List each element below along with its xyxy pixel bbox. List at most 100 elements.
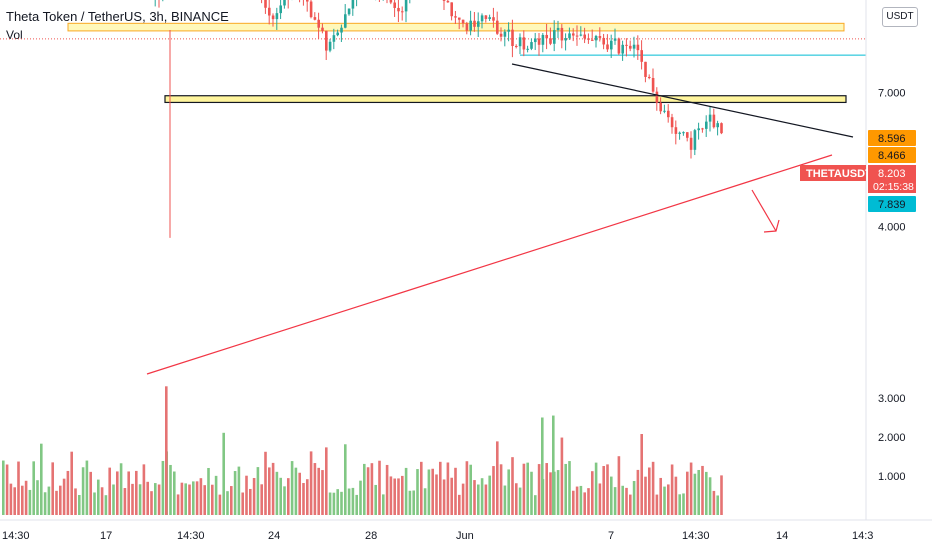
price-badge-8466-bg (868, 147, 916, 163)
candle-body (644, 61, 647, 77)
volume-bar (625, 487, 628, 515)
candle-body (492, 17, 495, 21)
volume-bar (142, 464, 146, 515)
volume-bar (81, 467, 85, 515)
candle-body (340, 27, 343, 33)
candle-body (351, 0, 355, 9)
volume-tick-label: 2.000 (878, 432, 906, 444)
volume-bar (203, 485, 206, 515)
candle-body (279, 5, 282, 14)
volume-bar (290, 461, 294, 515)
candle-body (602, 37, 605, 45)
volume-bar (401, 475, 404, 515)
volume-bar (446, 462, 450, 515)
volume-bar (298, 472, 301, 515)
candle-body (613, 38, 617, 41)
candle-body (526, 48, 529, 50)
price-badge-8596: 8.596 (878, 133, 906, 145)
candle-body (572, 33, 575, 36)
volume-bar (629, 494, 632, 515)
volume-bar (36, 480, 39, 515)
volume-bar (173, 471, 176, 515)
trendlines-layer (146, 63, 854, 375)
candle-body (670, 117, 674, 128)
time-tick-label: 14:30 (177, 530, 205, 542)
volume-bar (325, 447, 328, 515)
volume-bar (135, 470, 138, 515)
volume-bar (613, 487, 617, 515)
volume-bar (473, 480, 476, 515)
volume-bar (385, 464, 389, 515)
volume-bar (404, 467, 408, 515)
candle-body (560, 27, 564, 41)
candle-body (499, 33, 503, 37)
volume-bar (568, 461, 571, 515)
volume-bar (161, 460, 165, 515)
candle-body (401, 11, 404, 13)
time-tick-label: 14:3 (852, 530, 873, 542)
volume-bar (214, 475, 218, 515)
candle-body (701, 128, 704, 130)
candle-body (271, 15, 275, 20)
volume-bar (594, 462, 598, 515)
candle-body (393, 2, 396, 8)
candle-body (503, 31, 507, 37)
candle-body (686, 132, 689, 138)
volume-bar (211, 484, 214, 515)
volume-bar (195, 481, 199, 515)
currency-selector[interactable]: USDT (882, 7, 918, 27)
candle-body (617, 38, 621, 54)
volume-bar (598, 483, 602, 515)
volume-bar (667, 484, 670, 515)
volume-bar (575, 486, 579, 515)
volume-bar (66, 470, 70, 515)
volume-bar (51, 462, 54, 515)
candle-body (678, 132, 681, 134)
volume-bar (271, 462, 275, 515)
last-price-badge-bg (868, 165, 916, 193)
target-zone (164, 95, 847, 104)
candle-body (283, 0, 286, 6)
candle-body (344, 14, 347, 28)
volume-bar (332, 492, 336, 515)
candle-body (556, 27, 560, 31)
volume-bar (431, 468, 434, 515)
candle-body (321, 27, 324, 31)
volume-bars-layer (2, 386, 723, 515)
volume-bar (294, 467, 298, 515)
time-tick-label: 14 (776, 530, 788, 542)
volume-bar (249, 488, 252, 515)
volume-bar (40, 443, 43, 515)
price-badge-7839: 7.839 (878, 199, 906, 211)
candle-body (568, 33, 571, 39)
volume-bar (74, 488, 77, 515)
candle-body (629, 45, 632, 49)
volume-bar (522, 463, 526, 515)
volume-bar (283, 486, 286, 515)
volume-spike (165, 386, 168, 515)
time-tick-label: 14:30 (2, 530, 30, 542)
volume-bar (78, 495, 81, 515)
volume-bar (309, 451, 313, 515)
volume-bar (716, 495, 719, 515)
time-tick-label: 17 (100, 530, 112, 542)
candle-body (697, 128, 700, 131)
candle-body (606, 44, 609, 50)
horizontal-levels-layer (0, 38, 866, 56)
candle-body (655, 91, 659, 103)
volume-bar (689, 462, 693, 515)
candle-body (610, 40, 613, 50)
candle-body (511, 29, 514, 46)
volume-bar (537, 464, 541, 515)
volume-bar (359, 480, 362, 515)
volume-bar (150, 491, 153, 515)
volume-bar (606, 464, 609, 515)
candle-body (332, 35, 336, 42)
volume-bar (302, 483, 305, 515)
candle-body (268, 7, 271, 16)
candle-body (309, 1, 313, 18)
candle-body (446, 0, 450, 3)
volume-bar (382, 494, 385, 515)
candle-body (591, 39, 594, 41)
